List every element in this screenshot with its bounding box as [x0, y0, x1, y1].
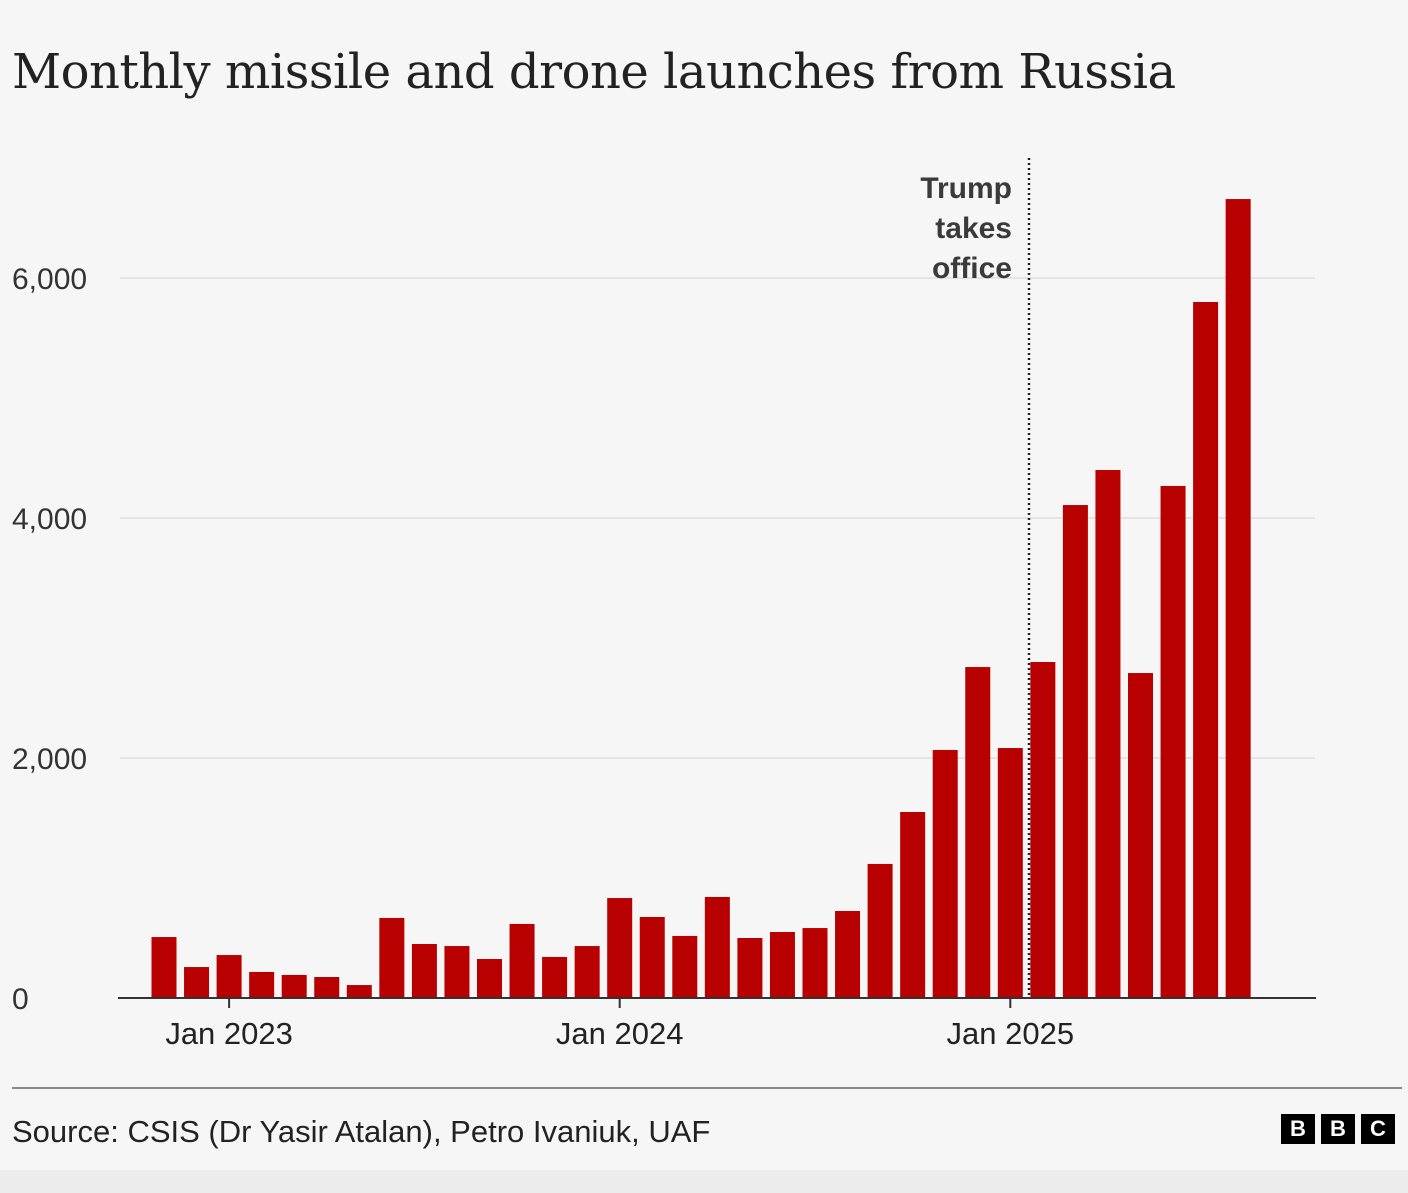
x-tick-label: Jan 2024 — [556, 1016, 684, 1051]
bar: Mar 2023: 192 — [281, 974, 307, 998]
bar: Jan 2025: 2083 — [997, 748, 1023, 998]
y-tick-label: 2,000 — [12, 743, 87, 776]
bar: Jul 2023: 450 — [411, 944, 437, 998]
bar-chart: Nov 2022: 508 Dec 2022: 258Jan 2023: 358 F… — [12, 158, 1316, 1051]
bar: Nov 2022: 508 — [151, 937, 177, 998]
bottom-strip — [0, 1170, 1408, 1193]
annotation-text: office — [932, 252, 1012, 285]
bbc-logo-letter: C — [1361, 1114, 1395, 1144]
y-tick-label: 4,000 — [12, 503, 87, 536]
bar: Nov 2023: 342 — [542, 956, 568, 998]
bar: Mar 2025: 4108 — [1062, 505, 1088, 998]
y-tick-label: 6,000 — [12, 263, 87, 296]
bar: Dec 2024: 2758 — [965, 667, 991, 998]
bar: Jan 2023: 358 — [216, 955, 242, 998]
bbc-logo-letter: B — [1281, 1114, 1315, 1144]
bar: Jun 2025: 4267 — [1160, 485, 1186, 999]
bar: Oct 2024: 1550 — [900, 812, 926, 998]
bar: Jun 2024: 550 — [769, 932, 795, 998]
footer-divider — [12, 1087, 1402, 1089]
bar: Dec 2023: 433 — [574, 946, 600, 998]
source-text: Source: CSIS (Dr Yasir Atalan), Petro Iv… — [12, 1114, 711, 1149]
annotation-text: takes — [935, 212, 1012, 245]
bar: May 2023: 108 — [346, 985, 372, 998]
annotation-text: Trump — [920, 172, 1012, 205]
bar: Feb 2023: 217 — [249, 971, 275, 998]
bar: Nov 2024: 2067 — [932, 749, 958, 998]
y-tick-label: 0 — [12, 983, 29, 1016]
bar: Apr 2025: 4400 — [1095, 470, 1121, 998]
bbc-logo-letter: B — [1321, 1114, 1355, 1144]
bar: Oct 2023: 617 — [509, 923, 535, 998]
bar: Aug 2024: 725 — [835, 911, 861, 998]
bar: Jul 2024: 583 — [802, 928, 828, 998]
bar: Dec 2022: 258 — [184, 967, 210, 998]
bar: Sep 2023: 325 — [477, 959, 502, 998]
bar: Sep 2024: 1117 — [867, 863, 893, 998]
bar: May 2025: 2708 — [1128, 673, 1153, 998]
bar: May 2024: 500 — [737, 938, 763, 998]
bar: Jun 2023: 667 — [379, 917, 405, 998]
x-tick-label: Jan 2023 — [165, 1016, 293, 1051]
x-tick-label: Jan 2025 — [947, 1016, 1075, 1051]
bbc-logo: B B C — [1281, 1114, 1395, 1144]
bar: Apr 2023: 175 — [314, 977, 340, 998]
bar: Aug 2023: 433 — [444, 946, 470, 998]
bar: Aug 2025: 6658 — [1225, 199, 1251, 999]
bar: Apr 2024: 842 — [704, 896, 730, 998]
bar: Jul 2025: 5800 — [1193, 302, 1219, 998]
bar: Jan 2024: 833 — [607, 898, 633, 998]
chart-title: Monthly missile and drone launches from … — [12, 44, 1176, 100]
bar: Feb 2024: 675 — [639, 917, 665, 998]
bar: Mar 2024: 517 — [672, 935, 698, 998]
bar: Feb 2025: 2800 — [1030, 662, 1056, 998]
